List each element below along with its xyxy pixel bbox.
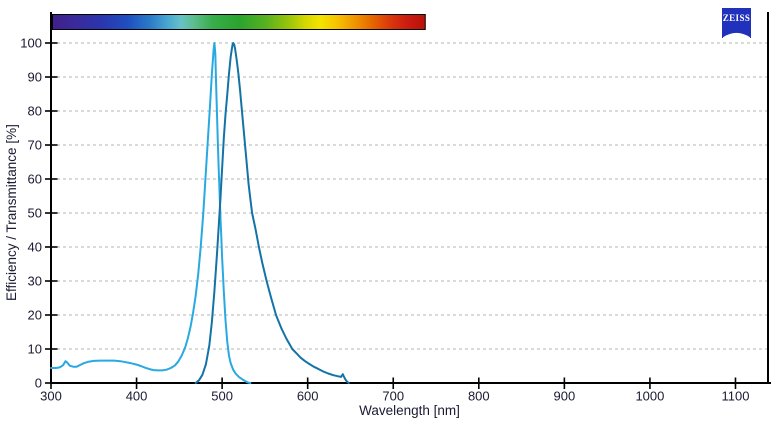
series-excitation <box>50 42 252 384</box>
zeiss-logo-text: ZEISS <box>723 13 751 23</box>
visible-spectrum-bar <box>52 14 426 30</box>
x-tick-label: 600 <box>297 389 319 404</box>
y-tick-label: 40 <box>28 240 42 255</box>
y-axis-title: Efficiency / Transmittance [%] <box>4 124 19 302</box>
zeiss-lens-icon <box>723 32 750 38</box>
y-tick-label: 50 <box>28 206 42 221</box>
x-tick-label: 300 <box>40 389 62 404</box>
y-tick-label: 60 <box>28 172 42 187</box>
zeiss-logo: ZEISS <box>722 8 751 38</box>
y-tick-label: 20 <box>28 308 42 323</box>
y-tick-label: 10 <box>28 342 42 357</box>
y-tick-label: 0 <box>35 376 42 391</box>
y-tick-label: 70 <box>28 138 42 153</box>
series-emission <box>194 42 350 384</box>
y-tick-label: 90 <box>28 70 42 85</box>
x-tick-label: 700 <box>382 389 404 404</box>
y-tick-label: 100 <box>20 36 42 51</box>
x-tick-label: 800 <box>468 389 490 404</box>
x-axis-title: Wavelength [nm] <box>359 403 460 418</box>
x-tick-label: 500 <box>211 389 233 404</box>
x-tick-label: 1000 <box>635 389 664 404</box>
x-tick-label: 400 <box>126 389 148 404</box>
y-tick-label: 80 <box>28 104 42 119</box>
x-tick-label: 900 <box>554 389 576 404</box>
x-tick-label: 1100 <box>722 389 750 404</box>
y-tick-label: 30 <box>28 274 42 289</box>
